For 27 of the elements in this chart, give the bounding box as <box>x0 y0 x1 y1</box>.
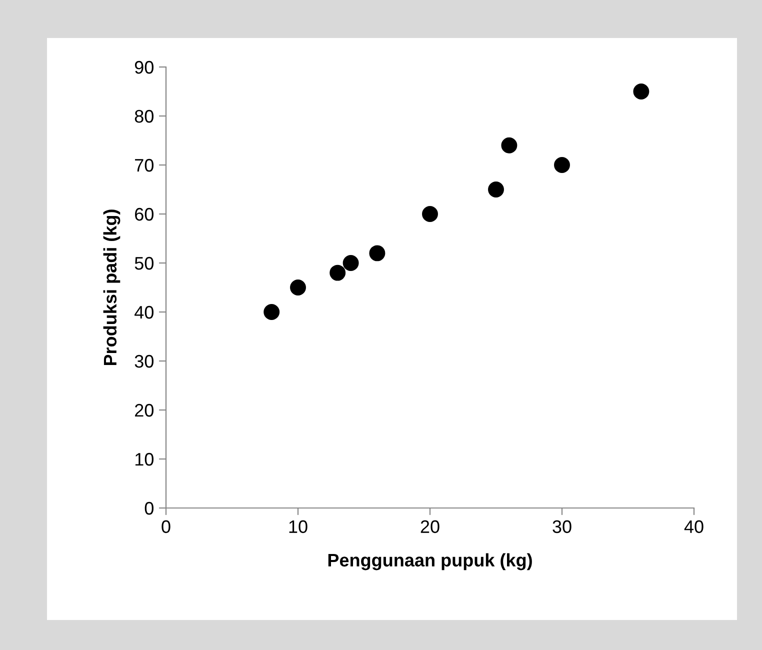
point <box>488 182 504 198</box>
y-tick-label: 70 <box>135 158 154 172</box>
y-tick-label: 10 <box>135 452 154 466</box>
x-tick-label: 0 <box>162 520 170 534</box>
y-tick-label: 90 <box>134 60 154 74</box>
point <box>290 280 306 296</box>
point <box>330 264 346 281</box>
y-tick-label: 30 <box>134 354 154 368</box>
point <box>342 255 359 271</box>
point <box>369 245 386 262</box>
x-tick-label: 20 <box>420 520 440 534</box>
y-axis-title: Produksi padi (kg) <box>103 210 120 366</box>
x-axis-title: Penggunaan pupuk (kg) <box>328 553 532 570</box>
y-tick-label: 50 <box>134 256 154 270</box>
y-tick-label: 0 <box>144 502 154 515</box>
y-tick-label: 40 <box>134 306 154 319</box>
point <box>554 157 570 173</box>
point <box>422 206 438 222</box>
point <box>633 84 650 100</box>
x-tick-label: 30 <box>552 520 572 534</box>
point <box>264 304 280 320</box>
point <box>501 137 518 154</box>
y-tick-label: 60 <box>135 208 154 221</box>
x-tick-label: 40 <box>684 520 704 534</box>
y-tick-label: 20 <box>135 404 154 417</box>
x-tick-label: 10 <box>289 520 308 534</box>
y-tick-label: 80 <box>134 110 154 123</box>
